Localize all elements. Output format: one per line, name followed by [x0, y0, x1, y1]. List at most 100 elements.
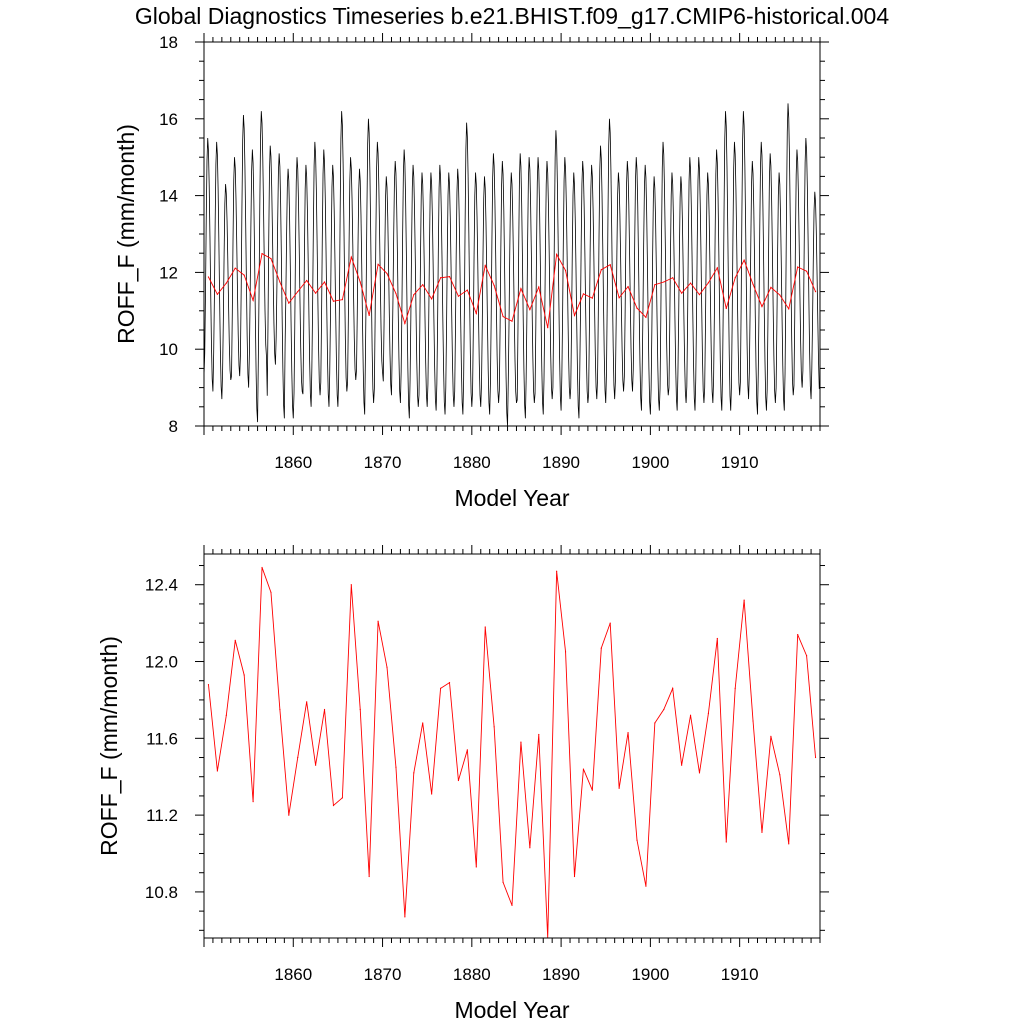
bottom-annual-point: [216, 770, 218, 772]
bottom-annual-point: [502, 881, 504, 883]
top-annual-point: [520, 287, 522, 290]
top-annual-point: [359, 281, 361, 283]
top-annual-point: [529, 309, 531, 311]
top-annual-point: [788, 308, 790, 310]
top-annual-point: [564, 269, 567, 272]
bottom-annual-point: [323, 708, 326, 711]
bottom-x-tick-label: 1890: [542, 965, 580, 984]
bottom-annual-point: [243, 674, 245, 676]
bottom-annual-point: [404, 916, 406, 918]
bottom-annual-point: [279, 708, 281, 711]
bottom-annual-point: [672, 687, 674, 690]
top-annual-point: [350, 256, 352, 258]
bottom-annual-point: [252, 801, 254, 803]
bottom-annual-point: [797, 634, 799, 636]
bottom-annual-point: [377, 620, 379, 622]
top-y-tick-label: 10: [159, 340, 178, 359]
top-annual-point: [475, 312, 477, 315]
top-annual-point: [413, 294, 415, 296]
top-x-tick-label: 1910: [721, 453, 759, 472]
bottom-annual-point: [636, 839, 638, 841]
bottom-annual-point: [538, 733, 540, 736]
bottom-annual-point: [484, 626, 486, 628]
top-annual-point: [484, 264, 486, 267]
top-annual-point: [377, 263, 379, 265]
top-annual-point: [511, 320, 513, 322]
top-x-tick-label: 1870: [364, 453, 402, 472]
bottom-x-axis-title: Model Year: [454, 997, 569, 1023]
bottom-annual-point: [359, 708, 361, 711]
top-annual-point: [288, 302, 290, 304]
bottom-annual-point: [386, 666, 388, 668]
top-annual-point: [797, 266, 799, 268]
bottom-annual-point: [493, 726, 495, 728]
bottom-y-axis-title: ROFF_F (mm/month): [96, 636, 122, 856]
top-annual-point: [814, 291, 817, 293]
top-annual-point: [672, 277, 674, 279]
top-annual-point: [368, 314, 370, 317]
top-annual-point: [806, 270, 808, 272]
top-annual-point: [448, 276, 451, 278]
top-x-tick-label: 1900: [631, 453, 669, 472]
bottom-annual-point: [779, 774, 781, 776]
bottom-annual-point: [564, 651, 567, 653]
bottom-x-tick-label: 1910: [721, 965, 759, 984]
top-annual-point: [689, 282, 692, 284]
bottom-annual-point: [306, 701, 308, 703]
bottom-annual-point: [663, 708, 665, 711]
top-annual-point: [422, 284, 424, 286]
top-annual-point: [207, 276, 210, 278]
bottom-annual-point: [448, 682, 451, 684]
bottom-annual-point: [431, 793, 433, 795]
bottom-annual-point: [654, 722, 656, 724]
bottom-annual-point: [341, 797, 343, 799]
top-annual-point: [261, 252, 263, 255]
top-annual-point: [386, 272, 388, 275]
top-annual-point: [609, 264, 611, 266]
bottom-annual-point: [681, 764, 683, 766]
bottom-annual-point: [288, 814, 290, 816]
top-annual-point: [466, 289, 468, 291]
top-annual-point: [234, 267, 236, 269]
bottom-annual-point: [314, 764, 317, 766]
bottom-annual-point: [466, 749, 468, 751]
top-annual-point: [252, 299, 254, 302]
bottom-annual-point: [600, 647, 602, 649]
top-annual-point: [654, 284, 656, 286]
top-annual-point: [216, 293, 218, 295]
top-x-axis-title: Model Year: [454, 485, 569, 511]
bottom-annual-point: [395, 766, 397, 768]
bottom-plot-frame: [203, 553, 821, 939]
bottom-annual-point: [350, 584, 352, 586]
top-panel-monthly-and-annual-runoff: 1860 1870 1880 1890 1900 1910 8 10 12 14 16 18 Model…: [113, 33, 829, 511]
top-y-tick-label: 12: [159, 263, 178, 282]
top-annual-point: [627, 286, 629, 288]
top-annual-point: [270, 257, 272, 260]
top-y-tick-label: 16: [159, 110, 178, 129]
bottom-annual-point: [297, 756, 299, 759]
bottom-annual-point: [556, 570, 558, 572]
top-annual-point: [225, 282, 227, 284]
top-annual-point: [725, 307, 727, 310]
top-annual-point: [538, 286, 540, 288]
top-annual-point: [591, 297, 593, 299]
top-annual-point: [431, 298, 433, 300]
top-annual-point: [734, 277, 736, 279]
top-annual-point: [323, 281, 326, 283]
top-annual-point: [306, 279, 308, 282]
bottom-x-tick-label: 1880: [453, 965, 491, 984]
bottom-annual-point: [743, 599, 745, 601]
bottom-annual-point: [788, 843, 790, 845]
top-annual-point: [645, 316, 647, 318]
bottom-annual-point: [627, 731, 629, 734]
top-annual-point: [663, 281, 665, 283]
bottom-annual-point: [716, 637, 718, 640]
top-y-tick-label: 8: [169, 417, 178, 436]
bottom-annual-point: [609, 622, 611, 624]
bottom-x-tick-label: 1870: [364, 965, 402, 984]
bottom-panel-annual-runoff: 1860 1870 1880 1890 1900 1910 10.8 11.2 11.6 12.0…: [96, 545, 829, 1023]
bottom-annual-point: [573, 875, 576, 878]
bottom-annual-point: [761, 831, 763, 834]
bottom-annual-point: [475, 866, 477, 868]
